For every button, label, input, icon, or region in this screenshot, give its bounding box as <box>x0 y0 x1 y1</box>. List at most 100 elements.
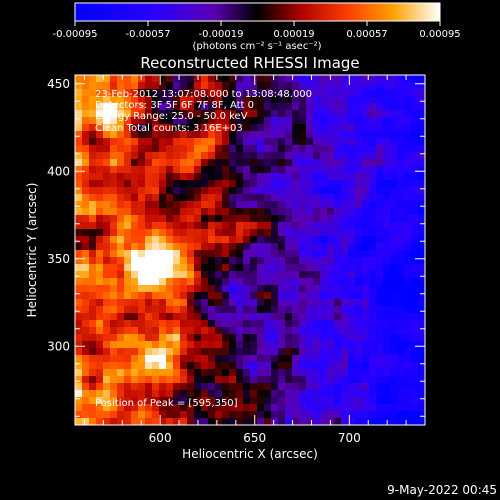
heatmap-cell <box>201 117 209 125</box>
heatmap-cell <box>89 250 97 258</box>
heatmap-cell <box>159 397 167 405</box>
heatmap-cell <box>376 313 384 321</box>
heatmap-cell <box>103 320 111 328</box>
heatmap-cell <box>222 89 230 97</box>
heatmap-cell <box>152 138 160 146</box>
heatmap-cell <box>117 411 125 419</box>
heatmap-cell <box>201 306 209 314</box>
heatmap-cell <box>229 299 237 307</box>
heatmap-cell <box>173 306 181 314</box>
heatmap-cell <box>376 355 384 363</box>
heatmap-cell <box>96 103 104 111</box>
heatmap-cell <box>320 173 328 181</box>
heatmap-cell <box>341 166 349 174</box>
heatmap-cell <box>145 159 153 167</box>
heatmap-cell <box>89 320 97 328</box>
heatmap-cell <box>96 271 104 279</box>
heatmap-cell <box>348 299 356 307</box>
heatmap-cell <box>243 397 251 405</box>
heatmap-cell <box>390 180 398 188</box>
heatmap-cell <box>411 390 419 398</box>
heatmap-cell <box>313 264 321 272</box>
heatmap-cell <box>117 355 125 363</box>
heatmap-cell <box>89 236 97 244</box>
heatmap-cell <box>222 180 230 188</box>
heatmap-cell <box>215 320 223 328</box>
heatmap-cell <box>390 82 398 90</box>
heatmap-cell <box>264 334 272 342</box>
heatmap-cell <box>404 131 412 139</box>
heatmap-cell <box>250 271 258 279</box>
heatmap-cell <box>208 75 216 83</box>
heatmap-cell <box>159 117 167 125</box>
heatmap-cell <box>278 236 286 244</box>
heatmap-cell <box>264 152 272 160</box>
heatmap-cell <box>145 334 153 342</box>
x-tick-label: 700 <box>338 431 361 445</box>
heatmap-cell <box>369 243 377 251</box>
heatmap-cell <box>341 194 349 202</box>
heatmap-cell <box>201 82 209 90</box>
heatmap-cell <box>222 362 230 370</box>
heatmap-cell <box>208 215 216 223</box>
heatmap-cell <box>355 180 363 188</box>
heatmap-cell <box>229 236 237 244</box>
heatmap-cell <box>180 194 188 202</box>
heatmap-cell <box>117 320 125 328</box>
heatmap-cell <box>243 369 251 377</box>
heatmap-cell <box>194 152 202 160</box>
heatmap-cell <box>215 75 223 83</box>
heatmap-cell <box>299 348 307 356</box>
heatmap-cell <box>180 362 188 370</box>
heatmap-cell <box>278 159 286 167</box>
heatmap-cell <box>355 355 363 363</box>
heatmap-cell <box>110 341 118 349</box>
heatmap-cell <box>96 173 104 181</box>
heatmap-cell <box>313 124 321 132</box>
heatmap-cell <box>383 145 391 153</box>
heatmap-cell <box>138 285 146 293</box>
heatmap-cell <box>306 327 314 335</box>
heatmap-cell <box>145 201 153 209</box>
heatmap-cell <box>271 341 279 349</box>
heatmap-cell <box>187 138 195 146</box>
heatmap-cell <box>327 257 335 265</box>
heatmap-cell <box>110 292 118 300</box>
heatmap-cell <box>152 404 160 412</box>
heatmap-cell <box>390 166 398 174</box>
heatmap-cell <box>173 299 181 307</box>
heatmap-cell <box>236 383 244 391</box>
heatmap-cell <box>334 404 342 412</box>
heatmap-cell <box>341 159 349 167</box>
heatmap-cell <box>292 124 300 132</box>
heatmap-cell <box>222 285 230 293</box>
heatmap-cell <box>306 96 314 104</box>
heatmap-cell <box>390 362 398 370</box>
heatmap-cell <box>159 159 167 167</box>
heatmap-cell <box>75 215 83 223</box>
heatmap-cell <box>411 194 419 202</box>
heatmap-cell <box>89 411 97 419</box>
heatmap-cell <box>355 201 363 209</box>
heatmap-cell <box>271 103 279 111</box>
heatmap-cell <box>292 236 300 244</box>
heatmap-cell <box>103 411 111 419</box>
heatmap-cell <box>138 236 146 244</box>
heatmap-cell <box>334 96 342 104</box>
heatmap-cell <box>138 334 146 342</box>
heatmap-cell <box>145 96 153 104</box>
heatmap-cell <box>418 173 425 181</box>
heatmap-cell <box>117 173 125 181</box>
heatmap-cell <box>418 131 425 139</box>
heatmap-cell <box>299 145 307 153</box>
heatmap-cell <box>327 341 335 349</box>
heatmap-cell <box>320 96 328 104</box>
heatmap-cell <box>264 208 272 216</box>
heatmap-cell <box>75 341 83 349</box>
heatmap-cell <box>103 355 111 363</box>
heatmap-cell <box>320 243 328 251</box>
heatmap-cell <box>222 376 230 384</box>
heatmap-cell <box>236 243 244 251</box>
heatmap-cell <box>96 194 104 202</box>
heatmap-cell <box>145 299 153 307</box>
